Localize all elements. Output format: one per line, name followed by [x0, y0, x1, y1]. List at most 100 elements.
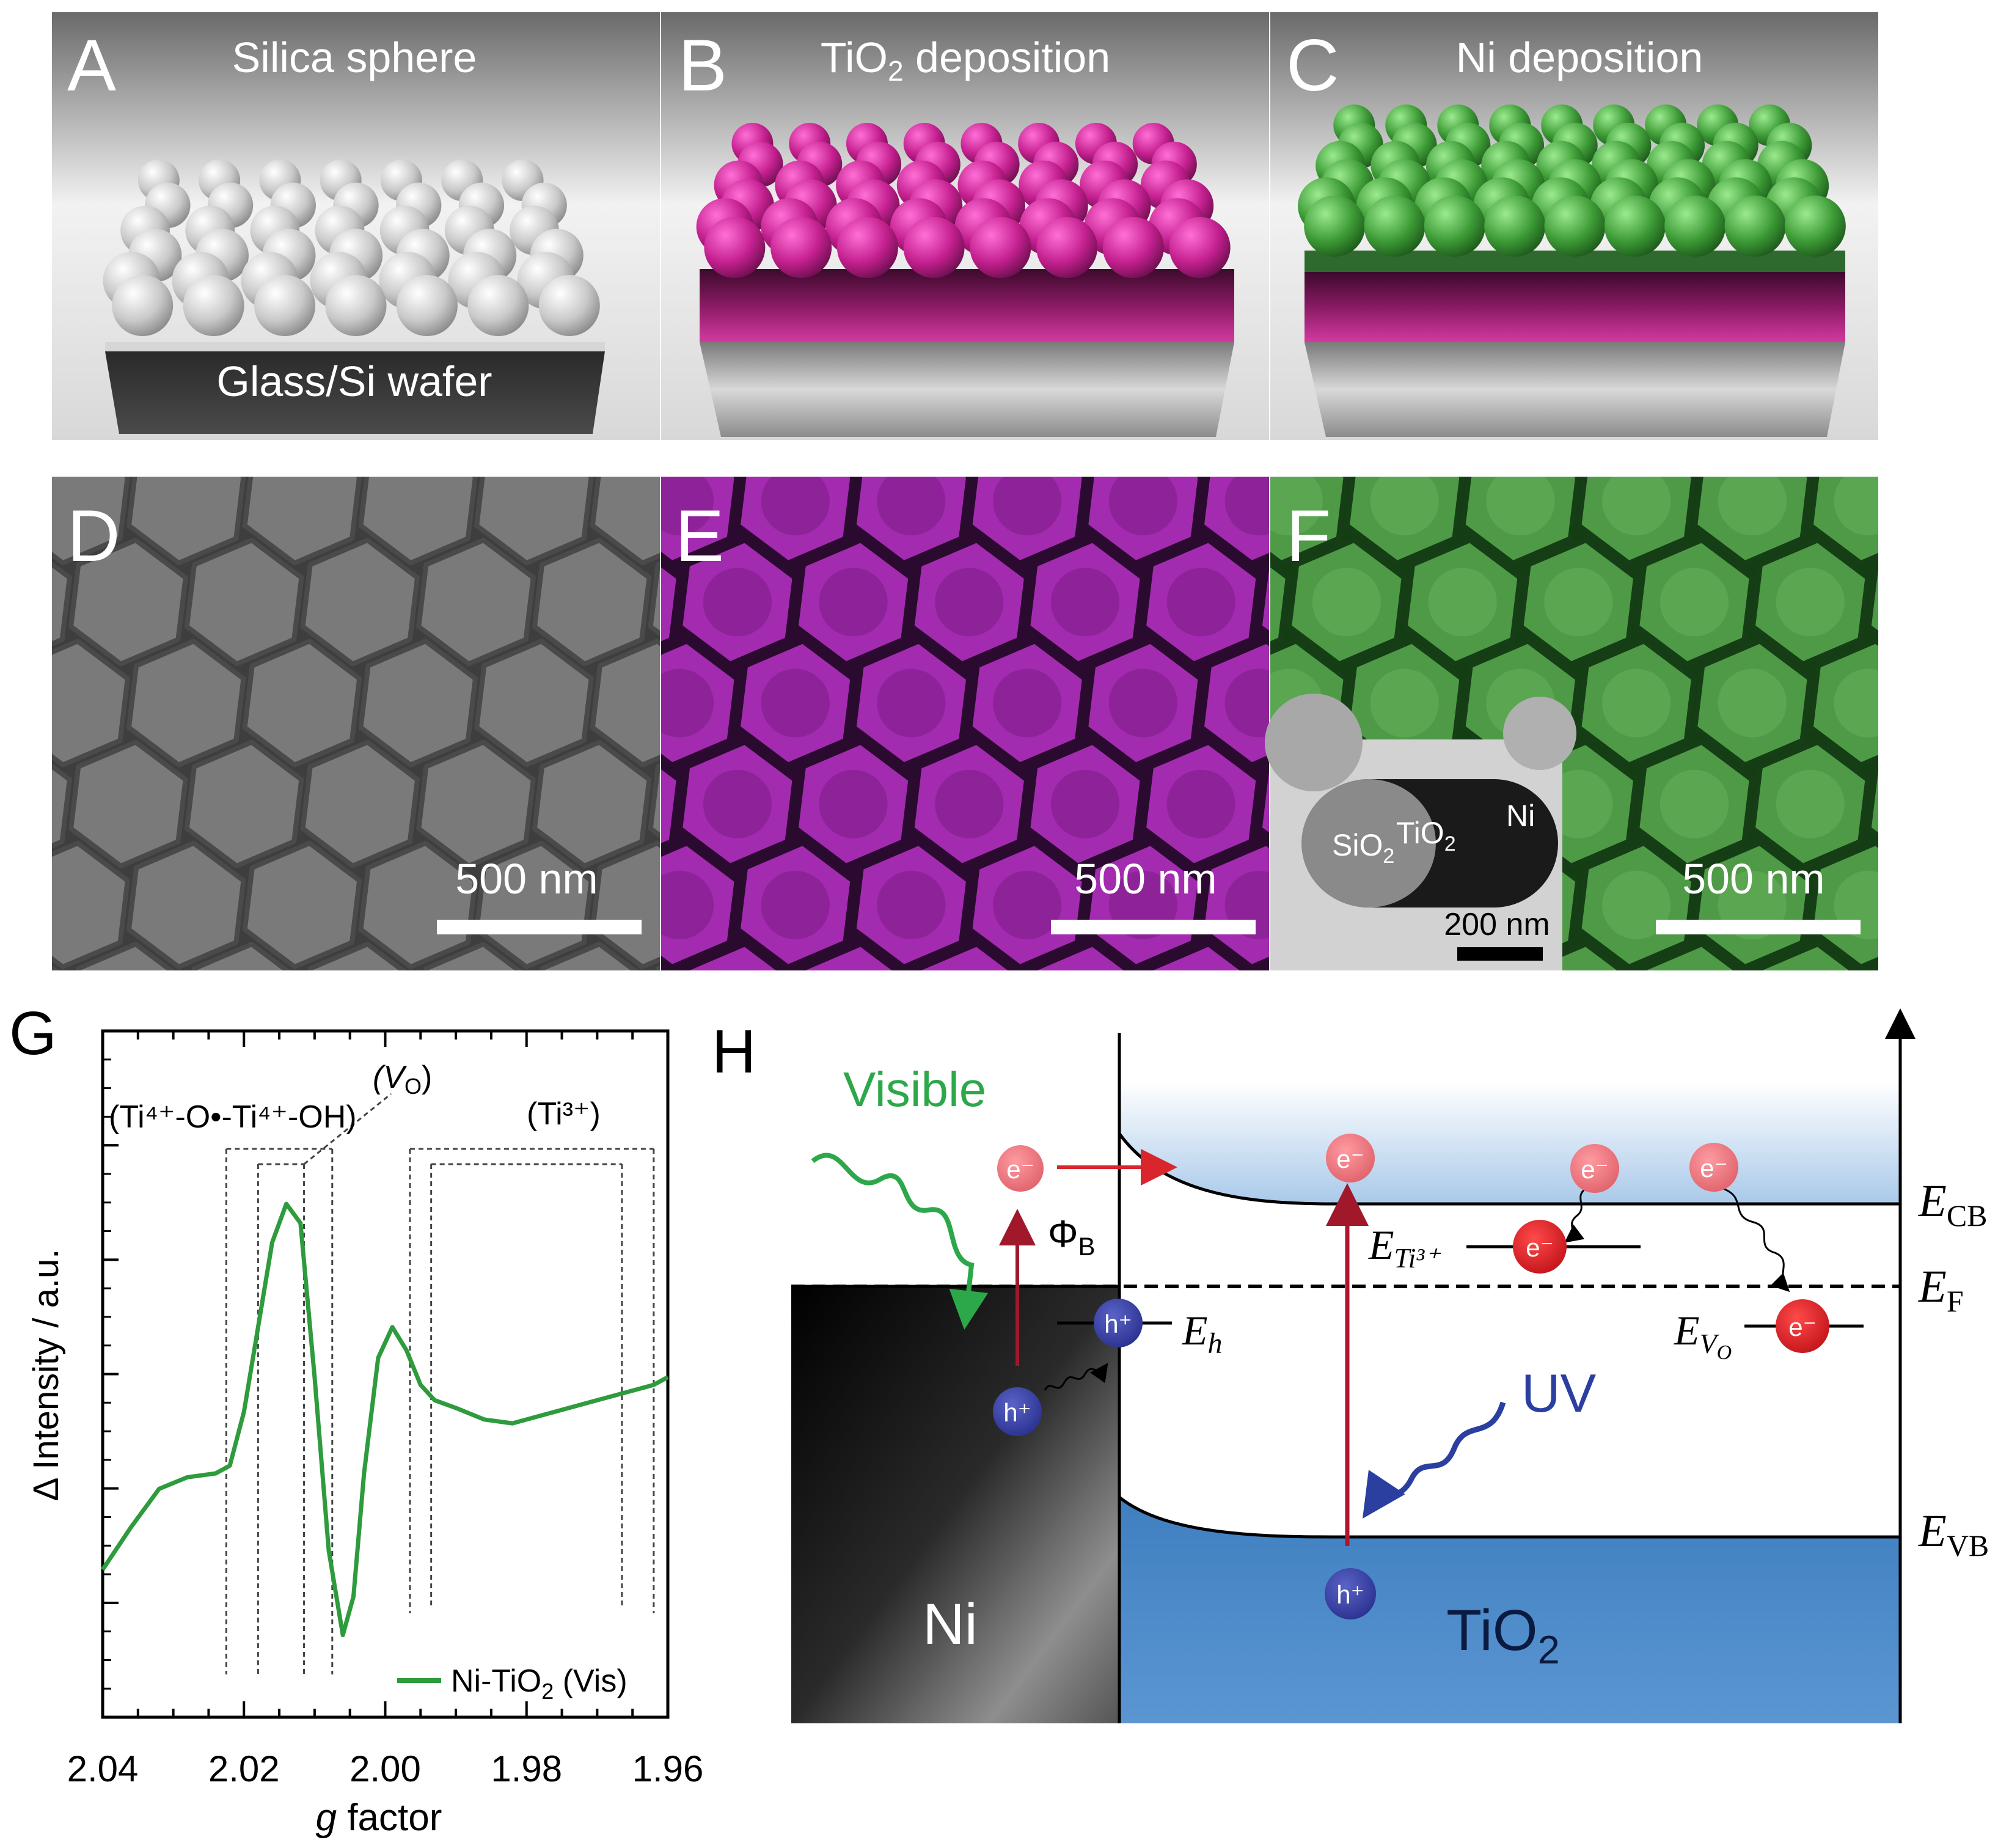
- particle: [474, 477, 594, 566]
- electron-ti3-trap-label: e⁻: [1526, 1233, 1554, 1262]
- sphere: [325, 275, 387, 336]
- glass-si-wafer: [105, 351, 605, 434]
- electron-ti3-trap-circle: [1513, 1220, 1567, 1274]
- electron-cb-ti: e⁻: [1570, 1144, 1619, 1193]
- sphere: [112, 275, 174, 336]
- particle-core: [1718, 477, 1787, 536]
- particle-core: [819, 972, 887, 1040]
- particle: [358, 477, 478, 566]
- particle: [184, 538, 304, 667]
- sphere: [538, 275, 600, 336]
- tio2-layer-c: [1305, 272, 1845, 342]
- particle: [300, 538, 420, 667]
- particle: [0, 843, 12, 967]
- particle: [1642, 941, 1741, 970]
- particle: [532, 538, 652, 667]
- panel-f-scale-label: 500 nm: [1682, 855, 1824, 903]
- electron-ni: e⁻: [997, 1145, 1044, 1192]
- eti3-squiggle: [1564, 1187, 1586, 1243]
- particle-core: [1167, 972, 1235, 1040]
- si-wafer-c: [1305, 342, 1845, 437]
- particle-core: [661, 669, 714, 738]
- particle: [423, 941, 523, 970]
- particle-core: [1892, 366, 1960, 435]
- tem-sio2-core: [1301, 779, 1436, 908]
- hole-eh-circle: [1094, 1299, 1143, 1348]
- panel-d-scale-label: 500 nm: [455, 855, 598, 903]
- tio2-label: TiO2: [1446, 1598, 1560, 1672]
- particle: [474, 639, 594, 768]
- silica-sphere-array: [103, 160, 600, 336]
- panel-c-letter: C: [1286, 24, 1339, 106]
- particle-core: [819, 568, 888, 637]
- particle: [1264, 965, 1269, 970]
- particle: [661, 965, 668, 970]
- particle: [539, 941, 639, 970]
- particle-core: [1283, 972, 1351, 1040]
- sphere: [970, 217, 1031, 278]
- eti3-label: ETi³⁺: [1368, 1222, 1441, 1274]
- legend-label: Ni-TiO2 (Vis): [451, 1663, 628, 1704]
- particle-core: [1428, 568, 1497, 637]
- tem-tio2-label: TiO2: [1396, 816, 1456, 856]
- hole-vb: h⁺: [1325, 1568, 1376, 1619]
- panel-h-letter: H: [712, 1018, 756, 1086]
- panel-g-letter: G: [9, 999, 57, 1068]
- si-wafer-b: [700, 342, 1234, 437]
- electron-cb-ti-circle: [1570, 1144, 1619, 1193]
- particle: [300, 739, 420, 868]
- particle-core: [1370, 669, 1439, 738]
- panel-e-scale-label: 500 nm: [1074, 855, 1217, 903]
- hole-ni-label: h⁺: [1003, 1398, 1031, 1427]
- electron-ni-label: e⁻: [1006, 1155, 1034, 1184]
- particle: [126, 639, 246, 768]
- panel-b-letter: B: [678, 24, 727, 106]
- panel-b-title: TiO2 deposition: [821, 34, 1110, 87]
- electron-cb-vo: e⁻: [1689, 1143, 1738, 1192]
- particle-core: [661, 870, 714, 940]
- particle: [68, 538, 188, 667]
- particle: [532, 739, 652, 868]
- sphere: [1604, 196, 1666, 257]
- sphere: [903, 217, 965, 278]
- sphere: [1664, 196, 1726, 257]
- hole-eh-label: h⁺: [1104, 1310, 1132, 1338]
- panel-e-scale-bar: [1051, 920, 1256, 934]
- particle-core: [1892, 972, 1960, 1040]
- particle-core: [877, 477, 946, 536]
- panel-d-letter: D: [67, 495, 120, 577]
- particle: [684, 941, 785, 970]
- particle-core: [1428, 972, 1496, 1040]
- particle: [1869, 339, 1984, 463]
- tem-scale-label: 200 nm: [1444, 907, 1550, 942]
- particle: [1757, 941, 1857, 970]
- evo-squiggle: [1722, 1187, 1790, 1292]
- sphere: [1102, 217, 1164, 278]
- tem-ni-label: Ni: [1506, 799, 1535, 833]
- tio2-valence-band-region: [1119, 1497, 1900, 1723]
- particle: [52, 561, 72, 647]
- chart-ticks: [101, 1030, 669, 1718]
- particle-core: [1270, 477, 1323, 536]
- particle: [800, 941, 900, 970]
- particle: [126, 477, 246, 566]
- particle-core: [935, 769, 1004, 838]
- particle-core: [1834, 477, 1878, 536]
- particle: [242, 840, 362, 970]
- tem-sio2-label: SiO2: [1332, 828, 1394, 868]
- particle-core: [761, 477, 830, 536]
- ni-coated-layer: [1305, 251, 1845, 272]
- x-tick-labels: 2.04 2.02 2.00 1.98 1.96: [67, 1748, 704, 1789]
- annotation-ti4-o-oh: (Ti⁴⁺-O•-Ti⁴⁺-OH): [109, 1099, 357, 1135]
- particle: [1148, 941, 1248, 970]
- sphere: [770, 217, 832, 278]
- guide-line: [303, 1093, 392, 1165]
- annotation-guides: [225, 1093, 655, 1674]
- x-tick-label: 2.02: [208, 1748, 280, 1789]
- sphere: [1544, 196, 1606, 257]
- particle-core: [1312, 972, 1381, 1040]
- particle-core: [1196, 972, 1265, 1040]
- particle-core: [1776, 769, 1845, 838]
- particle-core: [1660, 568, 1729, 637]
- electron-cb-uv-label: e⁻: [1336, 1145, 1364, 1173]
